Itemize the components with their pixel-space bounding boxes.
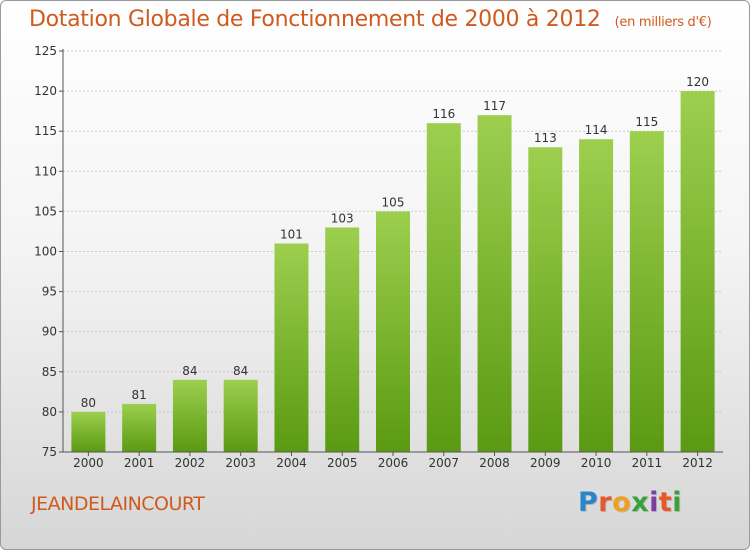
y-tick-label: 95 (42, 285, 57, 299)
x-tick-label: 2005 (327, 456, 358, 470)
y-tick-label: 90 (42, 325, 57, 339)
data-label: 115 (635, 115, 658, 129)
labels: 75 80 85 90 95 100 105 110 115 120 125 80 2000 81 2001… (34, 44, 713, 470)
data-label: 101 (280, 227, 303, 241)
x-tick-label: 2009 (530, 456, 561, 470)
bar (629, 131, 664, 452)
x-tick-label: 2002 (175, 456, 206, 470)
y-tick-label: 100 (34, 245, 57, 259)
proxiti-logo: Proxiti (578, 487, 682, 518)
x-tick-label: 2010 (581, 456, 612, 470)
x-tick-label: 2008 (479, 456, 510, 470)
bars (71, 91, 715, 453)
y-tick-label: 110 (34, 164, 57, 178)
x-tick-label: 2006 (378, 456, 409, 470)
data-label: 84 (182, 364, 197, 378)
title-text: Dotation Globale de Fonctionnement de 20… (29, 7, 601, 32)
data-label: 84 (233, 364, 248, 378)
chart-title: Dotation Globale de Fonctionnement de 20… (29, 7, 712, 32)
bar (325, 227, 360, 452)
logo-letter: o (612, 487, 632, 518)
bar (528, 147, 563, 453)
y-tick-label: 120 (34, 84, 57, 98)
logo-letter: i (672, 487, 683, 518)
x-tick-label: 2012 (682, 456, 713, 470)
bar (122, 403, 157, 452)
data-label: 114 (585, 123, 608, 137)
y-tick-label: 115 (34, 124, 57, 138)
data-label: 105 (382, 195, 405, 209)
y-tick-label: 85 (42, 365, 57, 379)
bar (477, 115, 512, 452)
bar (71, 411, 106, 452)
x-tick-label: 2004 (276, 456, 307, 470)
data-label: 80 (81, 396, 96, 410)
x-tick-label: 2007 (428, 456, 459, 470)
bar (223, 379, 258, 452)
logo-letter: P (578, 487, 599, 518)
bar (579, 139, 614, 452)
bar (376, 211, 410, 452)
logo-letter: r (598, 487, 613, 518)
bar (274, 243, 309, 452)
data-label: 116 (432, 107, 455, 121)
data-label: 120 (686, 75, 709, 89)
bar (426, 123, 461, 453)
data-label: 81 (132, 388, 147, 402)
x-tick-label: 2003 (225, 456, 256, 470)
logo-letter: x (631, 487, 650, 518)
y-tick-label: 125 (34, 44, 57, 58)
data-label: 117 (483, 99, 506, 113)
logo-letter: t (658, 487, 673, 518)
x-tick-label: 2011 (632, 456, 663, 470)
y-tick-label: 80 (42, 405, 57, 419)
data-label: 113 (534, 131, 557, 145)
commune-name: JEANDELAINCOURT (31, 493, 205, 515)
bar (172, 379, 207, 452)
y-tick-label: 105 (34, 204, 57, 218)
x-tick-label: 2000 (73, 456, 104, 470)
data-label: 103 (331, 211, 354, 225)
bar (680, 91, 715, 452)
axes (59, 49, 723, 456)
logo-letter: i (649, 487, 659, 518)
unit-label: (en milliers d'€) (614, 15, 712, 30)
x-tick-label: 2001 (124, 456, 155, 470)
y-tick-label: 75 (42, 445, 57, 459)
